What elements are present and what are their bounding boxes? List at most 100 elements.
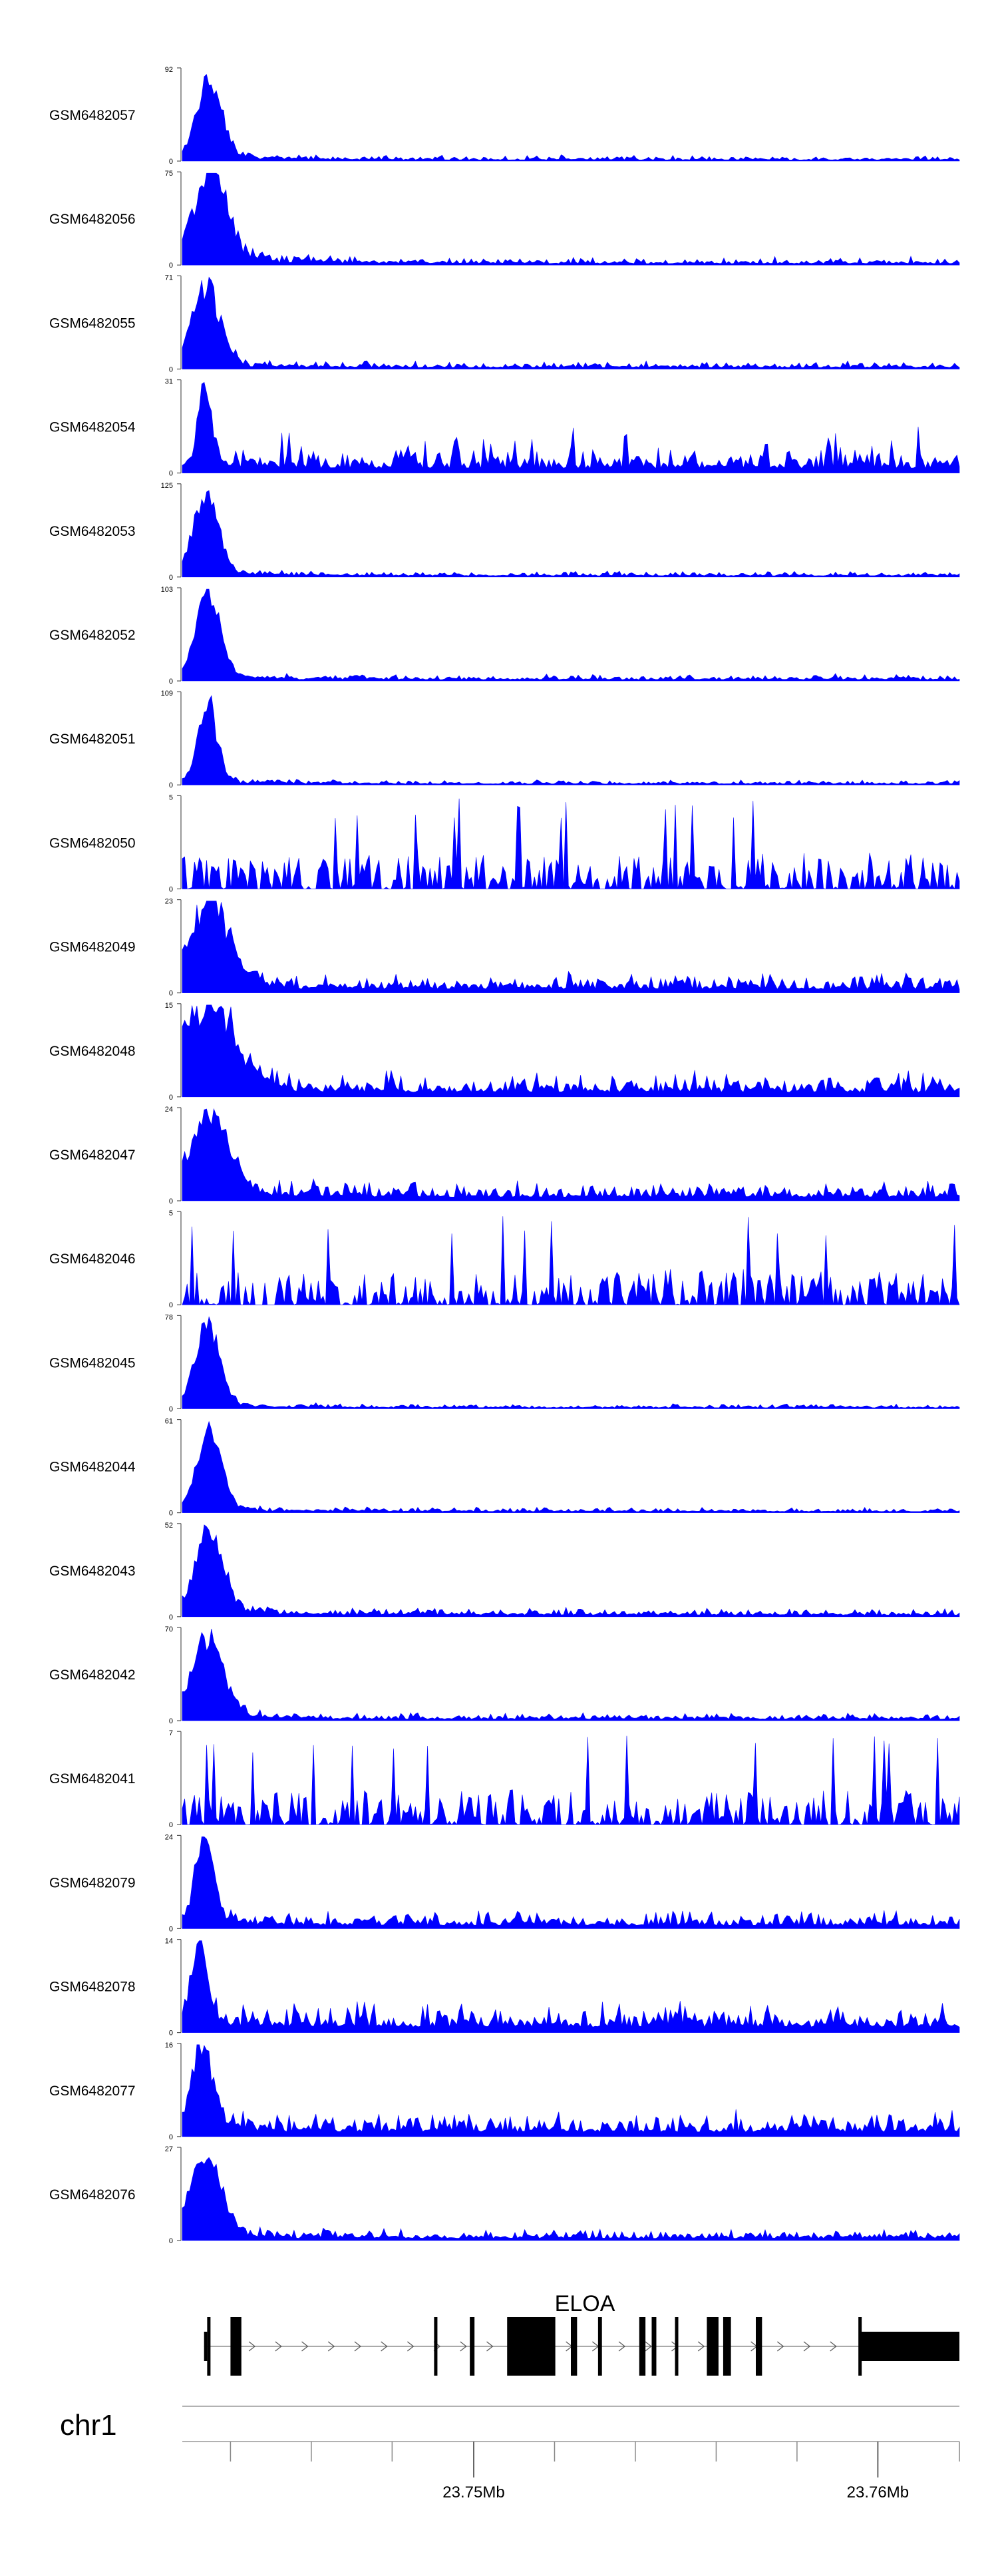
strand-arrow [618, 2341, 626, 2352]
coverage-area [182, 1628, 960, 1721]
coverage-area [182, 2044, 960, 2137]
y-max-label: 70 [165, 1625, 173, 1633]
chromosome-label: chr1 [60, 2409, 117, 2442]
track-label: GSM6482053 [49, 524, 136, 539]
y-min-label: 0 [169, 262, 173, 270]
gene-model-track: ELOA [204, 2291, 959, 2376]
track-GSM6482057: GSM6482057 92 0 [49, 66, 960, 166]
y-min-label: 0 [169, 990, 173, 998]
y-max-label: 71 [165, 274, 173, 282]
y-min-label: 0 [169, 1613, 173, 1621]
y-min-label: 0 [169, 678, 173, 686]
y-min-label: 0 [169, 2133, 173, 2141]
coverage-area [182, 695, 960, 785]
y-max-label: 16 [165, 2041, 173, 2049]
exon [597, 2317, 602, 2376]
strand-arrow [407, 2341, 415, 2352]
strand-arrow [248, 2341, 256, 2352]
coverage-area [182, 1940, 960, 2033]
y-max-label: 125 [161, 482, 173, 490]
exon [507, 2317, 556, 2376]
y-min-label: 0 [169, 1821, 173, 1829]
y-min-label: 0 [169, 1717, 173, 1725]
y-min-label: 0 [169, 1405, 173, 1413]
track-label: GSM6482056 [49, 212, 136, 227]
track-label: GSM6482049 [49, 940, 136, 955]
y-max-label: 75 [165, 170, 173, 178]
coverage-area [182, 74, 960, 162]
y-min-label: 0 [169, 1301, 173, 1309]
track-label: GSM6482077 [49, 2083, 136, 2099]
y-max-label: 15 [165, 1002, 173, 1010]
track-label: GSM6482055 [49, 316, 136, 331]
track-label: GSM6482078 [49, 1980, 136, 1995]
y-max-label: 7 [169, 1729, 173, 1737]
track-GSM6482055: GSM6482055 71 0 [49, 274, 960, 373]
track-GSM6482045: GSM6482045 78 0 [49, 1313, 960, 1413]
exon [230, 2317, 242, 2376]
track-GSM6482052: GSM6482052 103 0 [49, 586, 960, 686]
strand-arrow [830, 2341, 837, 2352]
track-label: GSM6482045 [49, 1355, 136, 1371]
track-label: GSM6482052 [49, 628, 136, 643]
coverage-area [182, 2157, 960, 2241]
exon [571, 2317, 578, 2376]
track-label: GSM6482051 [49, 732, 136, 747]
track-label: GSM6482043 [49, 1564, 136, 1579]
track-GSM6482053: GSM6482053 125 0 [49, 482, 960, 582]
utr [204, 2332, 208, 2361]
coverage-area [182, 901, 960, 993]
y-max-label: 92 [165, 66, 173, 74]
y-max-label: 103 [161, 586, 173, 594]
track-GSM6482050: GSM6482050 5 0 [49, 793, 960, 893]
exon [707, 2317, 719, 2376]
track-label: GSM6482079 [49, 1875, 136, 1890]
strand-arrow [486, 2341, 494, 2352]
coverage-area [182, 1836, 960, 1929]
strand-arrow [301, 2341, 309, 2352]
exon [434, 2317, 438, 2376]
axis-tick-label: 23.76Mb [847, 2483, 909, 2501]
y-min-label: 0 [169, 365, 173, 373]
track-label: GSM6482054 [49, 420, 136, 435]
gene-name: ELOA [555, 2291, 615, 2316]
strand-arrow [460, 2341, 467, 2352]
y-min-label: 0 [169, 885, 173, 893]
coverage-area [182, 1316, 960, 1409]
strand-arrow [645, 2341, 652, 2352]
coverage-area [182, 588, 960, 682]
track-GSM6482054: GSM6482054 31 0 [49, 378, 960, 478]
exon [207, 2317, 211, 2376]
y-max-label: 24 [165, 1833, 173, 1841]
y-max-label: 109 [161, 690, 173, 698]
y-min-label: 0 [169, 574, 173, 582]
y-min-label: 0 [169, 2237, 173, 2245]
y-max-label: 78 [165, 1313, 173, 1321]
exon [639, 2317, 646, 2376]
track-label: GSM6482047 [49, 1148, 136, 1163]
track-GSM6482077: GSM6482077 16 0 [49, 2041, 960, 2141]
y-min-label: 0 [169, 158, 173, 166]
track-label: GSM6482050 [49, 835, 136, 851]
y-min-label: 0 [169, 1925, 173, 1933]
exon [858, 2317, 862, 2376]
coverage-area [182, 1524, 960, 1617]
track-label: GSM6482041 [49, 1771, 136, 1787]
coverage-area [182, 172, 960, 266]
exon [651, 2317, 657, 2376]
track-label: GSM6482048 [49, 1044, 136, 1059]
track-label: GSM6482046 [49, 1251, 136, 1267]
y-max-label: 23 [165, 898, 173, 906]
y-max-label: 61 [165, 1418, 173, 1426]
exon [861, 2332, 959, 2361]
track-label: GSM6482076 [49, 2187, 136, 2203]
y-max-label: 31 [165, 378, 173, 386]
coverage-area [182, 798, 960, 890]
strand-arrow [776, 2341, 784, 2352]
track-GSM6482042: GSM6482042 70 0 [49, 1625, 960, 1725]
coverage-area [182, 1735, 960, 1826]
y-max-label: 24 [165, 1106, 173, 1114]
y-min-label: 0 [169, 1510, 173, 1518]
track-GSM6482047: GSM6482047 24 0 [49, 1106, 960, 1205]
